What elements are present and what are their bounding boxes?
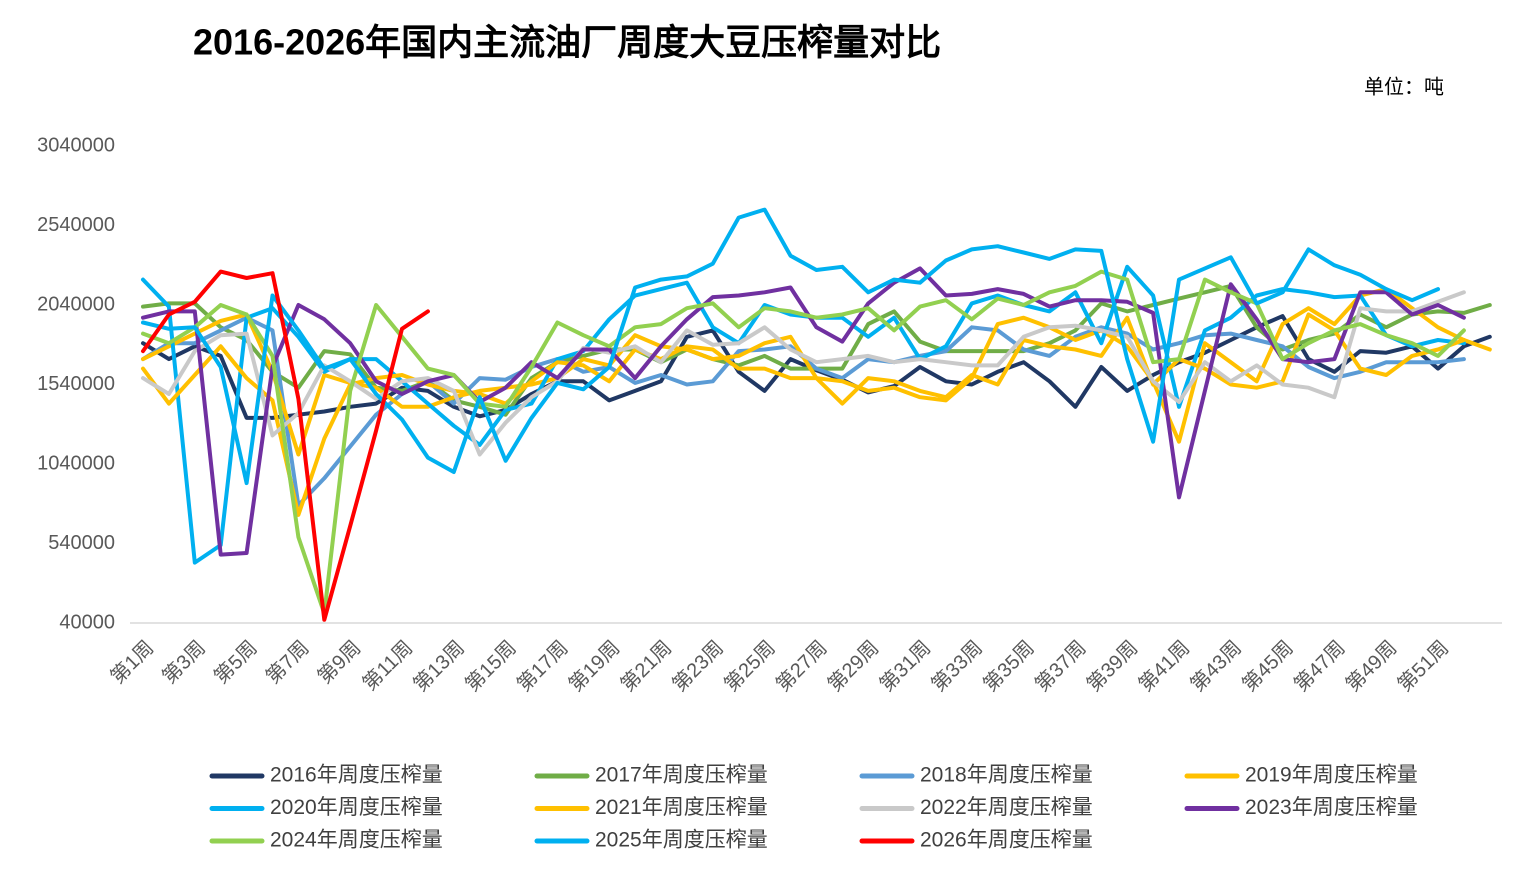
x-tick-label: 第27周 xyxy=(771,636,831,696)
x-tick-label: 第11周 xyxy=(358,636,417,695)
x-tick-label: 第21周 xyxy=(616,636,676,696)
x-tick-label: 第3周 xyxy=(158,636,210,688)
x-tick-label: 第39周 xyxy=(1082,636,1142,696)
y-tick-label: 3040000 xyxy=(37,134,115,156)
x-tick-label: 第49周 xyxy=(1341,636,1401,696)
series-line xyxy=(141,269,1466,616)
series-line xyxy=(141,269,430,622)
x-tick-label: 第17周 xyxy=(512,636,572,696)
x-tick-label: 第19周 xyxy=(564,636,624,696)
x-tick-label: 第51周 xyxy=(1393,636,1453,696)
y-tick-label: 40000 xyxy=(59,611,115,633)
legend-label: 2018年周度压榨量 xyxy=(920,764,1093,787)
x-tick-label: 第9周 xyxy=(313,636,365,688)
legend-label: 2019年周度压榨量 xyxy=(1245,764,1418,787)
legend-label: 2020年周度压榨量 xyxy=(270,796,443,819)
series-line xyxy=(141,207,1440,486)
x-tick-label: 第47周 xyxy=(1289,636,1349,696)
x-tick-label: 第13周 xyxy=(409,636,469,696)
y-tick-label: 1040000 xyxy=(37,452,115,474)
legend-label: 2016年周度压榨量 xyxy=(270,764,443,787)
legend-label: 2024年周度压榨量 xyxy=(270,829,443,852)
legend-label: 2022年周度压榨量 xyxy=(920,796,1093,819)
chart-title: 2016-2026年国内主流油厂周度大豆压榨量对比 xyxy=(193,22,941,63)
x-tick-label: 第29周 xyxy=(823,636,883,696)
x-tick-label: 第31周 xyxy=(875,636,935,696)
x-tick-label: 第43周 xyxy=(1186,636,1246,696)
x-tick-label: 第45周 xyxy=(1238,636,1298,696)
legend-label: 2025年周度压榨量 xyxy=(595,829,768,852)
x-tick-label: 第25周 xyxy=(720,636,780,696)
series-line xyxy=(141,312,1466,517)
y-tick-label: 1540000 xyxy=(37,373,115,395)
x-tick-label: 第35周 xyxy=(979,636,1039,696)
x-tick-label: 第1周 xyxy=(106,636,158,688)
legend-label: 2021年周度压榨量 xyxy=(595,796,768,819)
x-tick-label: 第41周 xyxy=(1134,636,1194,696)
x-tick-label: 第23周 xyxy=(668,636,728,696)
series-line xyxy=(141,264,1466,565)
x-tick-label: 第7周 xyxy=(261,636,313,688)
series-line xyxy=(141,290,1466,457)
legend-label: 2017年周度压榨量 xyxy=(595,764,768,787)
legend-label: 2026年周度压榨量 xyxy=(920,829,1093,852)
series-line xyxy=(141,266,1466,557)
x-tick-label: 第5周 xyxy=(209,636,261,688)
legend-label: 2023年周度压榨量 xyxy=(1245,796,1418,819)
y-tick-label: 540000 xyxy=(48,532,115,554)
y-tick-label: 2540000 xyxy=(37,214,115,236)
x-tick-label: 第15周 xyxy=(461,636,521,696)
x-tick-label: 第37周 xyxy=(1030,636,1090,696)
y-tick-label: 2040000 xyxy=(37,293,115,315)
x-tick-label: 第33周 xyxy=(927,636,987,696)
unit-label: 单位：吨 xyxy=(1364,75,1444,98)
